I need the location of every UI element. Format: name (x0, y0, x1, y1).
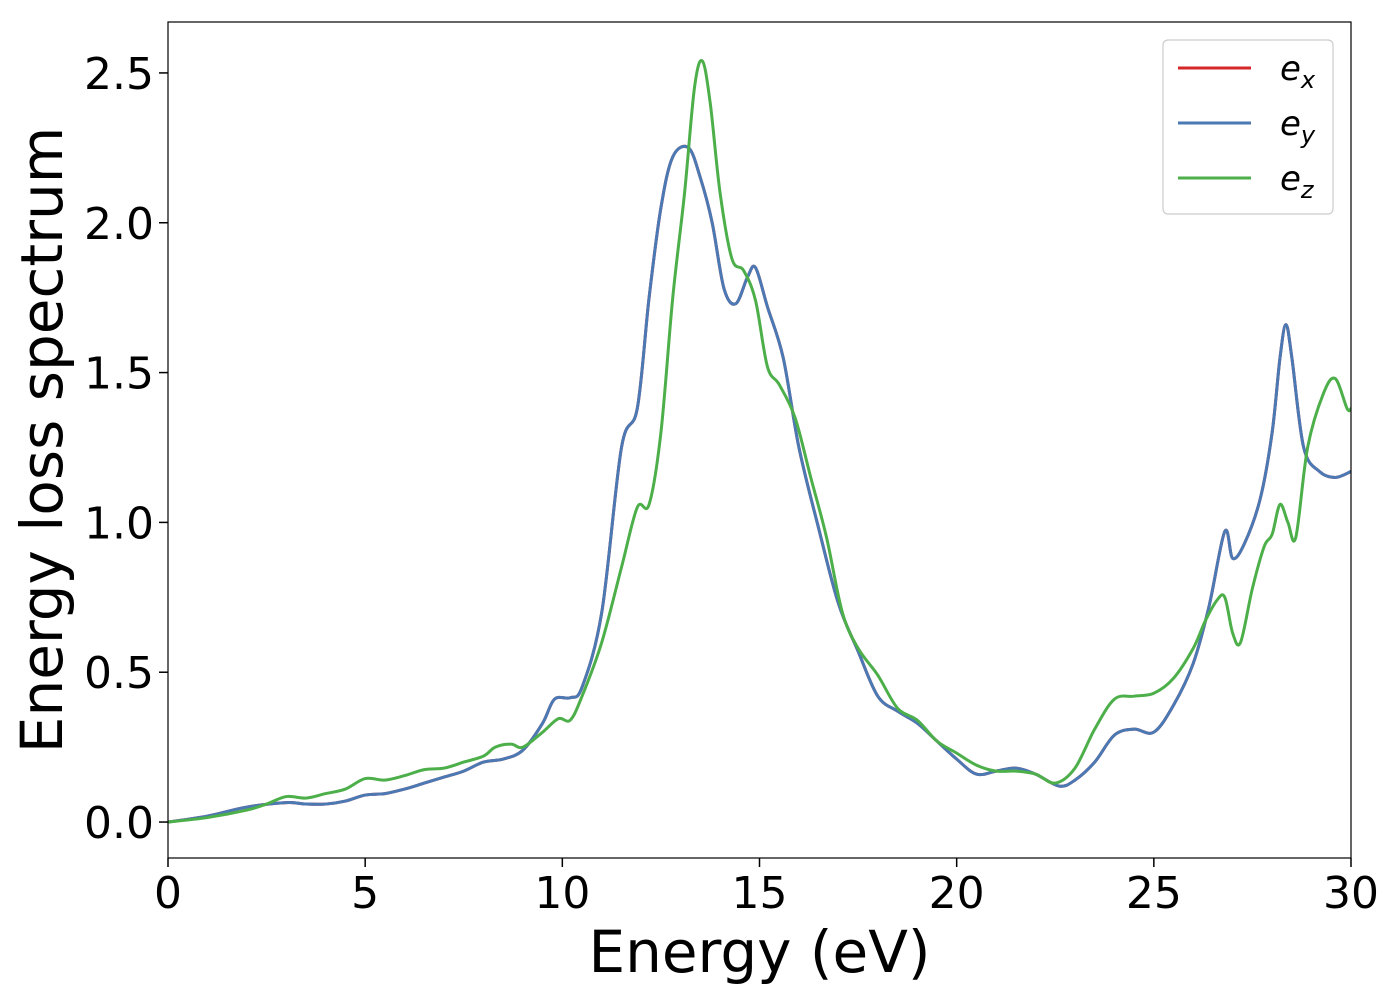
x-tick-label: 10 (534, 868, 590, 919)
y-axis-label: Energy loss spectrum (8, 127, 76, 753)
series-layer (168, 58, 1351, 824)
series-line-e-y (168, 144, 1351, 824)
y-tick-label: 2.0 (84, 199, 154, 250)
y-tick-label: 1.0 (84, 498, 154, 549)
legend-box (1162, 39, 1334, 215)
y-tick-label: 0.0 (84, 798, 154, 849)
legend-label: ez (1280, 159, 1315, 204)
x-tick-label: 0 (154, 868, 182, 919)
y-tick-label: 2.5 (84, 49, 154, 100)
x-axis-label: Energy (eV) (588, 918, 930, 986)
series-line-e-z (168, 58, 1351, 824)
x-tick-label: 25 (1126, 868, 1182, 919)
x-axis-ticks: 0 5 10 15 20 25 30 (154, 858, 1379, 919)
y-axis-ticks: 0.0 0.5 1.0 1.5 2.0 2.5 (84, 49, 168, 849)
y-tick-label: 1.5 (84, 349, 154, 400)
legend-label-sub: z (1300, 176, 1315, 204)
y-tick-label: 0.5 (84, 648, 154, 699)
series-line-e-x (168, 144, 1351, 824)
x-tick-label: 20 (929, 868, 985, 919)
x-tick-label: 30 (1323, 868, 1379, 919)
legend-label-main: e (1280, 159, 1301, 199)
legend-label: ey (1280, 104, 1316, 149)
legend-label-main: e (1280, 49, 1301, 89)
legend-label-sub: y (1300, 121, 1316, 149)
legend-label: ex (1280, 49, 1316, 94)
legend-label-main: e (1280, 104, 1301, 144)
legend-label-sub: x (1300, 66, 1316, 94)
x-tick-label: 5 (351, 868, 379, 919)
x-tick-label: 15 (732, 868, 788, 919)
